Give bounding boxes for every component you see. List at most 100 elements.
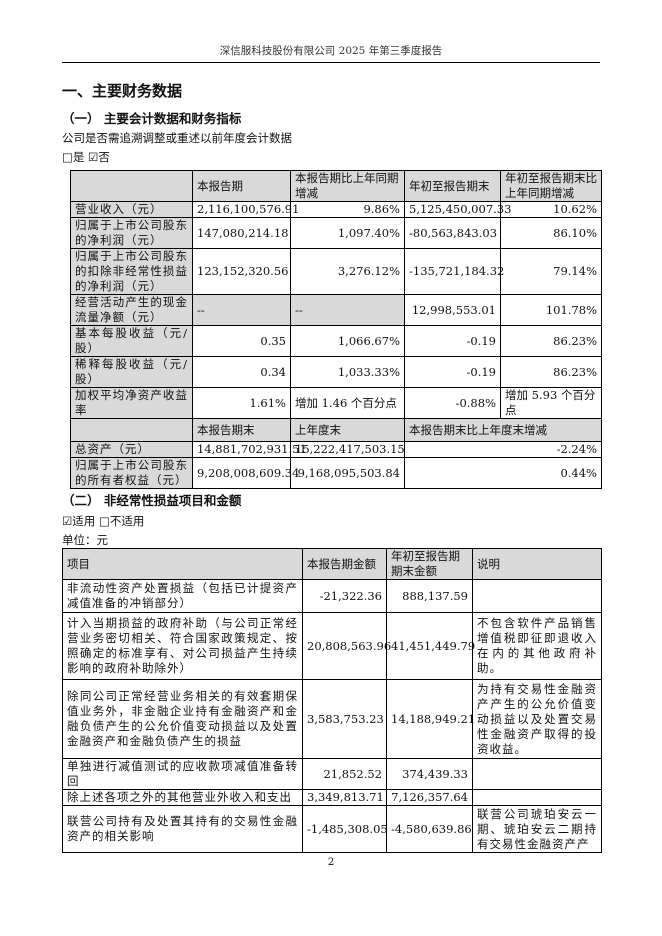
value-cell: 10.62% [500, 201, 602, 218]
row-label: 总资产（元） [70, 441, 193, 458]
table-row: 除同公司正常经营业务相关的有效套期保值业务外，非金融企业持有金融资产和金融负债产… [62, 679, 602, 759]
item-label: 联营公司持有及处置其持有的交易性金融资产的相关影响 [62, 805, 303, 853]
note: 不包含软件产品销售增值税即征即退收入在内的其他政府补助。 [472, 612, 602, 680]
column-header: 本报告期金额 [302, 548, 387, 580]
note [472, 758, 602, 790]
value-cell: 15,222,417,503.15 [290, 441, 405, 458]
table-row: 归属于上市公司股东的所有者权益（元） 9,208,008,609.34 9,168,… [70, 457, 602, 489]
value-cell: 2,116,100,576.91 [192, 201, 299, 218]
column-header: 说明 [472, 548, 602, 580]
value-cell: -0.19 [404, 325, 501, 357]
restatement-options: □是 ☑否 [62, 150, 110, 164]
value-cell: 1,066.67% [290, 325, 405, 357]
section-title: 一、主要财务数据 [62, 82, 183, 100]
table-row: 经营活动产生的现金流量净额（元） -- -- 12,998,553.01 101.78% [70, 294, 602, 326]
value-cell: 1,097.40% [290, 217, 405, 249]
period-amount: 3,349,813.71 [302, 789, 387, 806]
value-cell: 0.34 [192, 356, 291, 388]
value-cell: 79.14% [500, 248, 602, 295]
header-divider [62, 62, 600, 63]
item-label: 单独进行减值测试的应收款项减值准备转回 [62, 758, 303, 790]
subsection-title-2: （二） 非经常性损益项目和金额 [62, 493, 242, 508]
table-row: 归属于上市公司股东的扣除非经常性损益的净利润（元） 123,152,320.56 3… [70, 248, 602, 295]
table-row: 除上述各项之外的其他营业外收入和支出 3,349,813.71 7,126,357.… [62, 789, 602, 806]
column-header [70, 418, 193, 442]
period-amount: 20,808,563.96 [302, 612, 391, 680]
item-label: 除同公司正常经营业务相关的有效套期保值业务外，非金融企业持有金融资产和金融负债产… [62, 679, 303, 759]
value-cell: -135,721,184.32 [404, 248, 504, 295]
unit-label: 单位：元 [62, 533, 108, 547]
ytd-amount: 374,439.33 [386, 758, 473, 790]
column-header: 本报告期比上年同期增减 [290, 170, 405, 202]
column-header: 年初至报告期期末金额 [386, 548, 473, 580]
running-header: 深信服科技股份有限公司 2025 年第三季度报告 [219, 45, 443, 57]
column-header: 本报告期 [192, 170, 291, 202]
note [472, 579, 602, 613]
ytd-amount: -4,580,639.86 [386, 805, 473, 853]
period-amount: -1,485,308.05 [302, 805, 388, 853]
key-financial-table: 本报告期 本报告期比上年同期增减 年初至报告期末 年初至报告期末比上年同期增减 营业收入… [70, 170, 602, 489]
row-label: 经营活动产生的现金流量净额（元） [70, 294, 193, 326]
value-cell: 147,080,214.18 [192, 217, 291, 249]
value-cell: 12,998,553.01 [404, 294, 501, 326]
value-cell: 9,168,095,503.84 [290, 457, 405, 489]
row-label: 归属于上市公司股东的扣除非经常性损益的净利润（元） [70, 248, 193, 295]
value-cell: -- [290, 294, 405, 326]
column-header: 项目 [62, 548, 303, 580]
value-cell: -80,563,843.03 [404, 217, 501, 249]
table-header-row: 项目 本报告期金额 年初至报告期期末金额 说明 [62, 548, 602, 580]
value-cell: 增加 1.46 个百分点 [290, 387, 405, 419]
value-cell: 123,152,320.56 [192, 248, 291, 295]
row-label: 稀释每股收益（元/股） [70, 356, 193, 388]
value-cell: -- [192, 294, 291, 326]
value-cell: -0.88% [404, 387, 501, 419]
row-label: 归属于上市公司股东的所有者权益（元） [70, 457, 193, 489]
value-cell: 5,125,450,007.33 [404, 201, 511, 218]
table-row: 非流动性资产处置损益（包括已计提资产减值准备的冲销部分） -21,322.36 88… [62, 579, 602, 613]
item-label: 除上述各项之外的其他营业外收入和支出 [62, 789, 303, 806]
column-header: 年初至报告期末比上年同期增减 [500, 170, 602, 202]
table-header-row: 本报告期末 上年度末 本报告期末比上年度末增减 [70, 418, 602, 442]
column-header [70, 170, 193, 202]
table-row: 营业收入（元） 2,116,100,576.91 9.86% 5,125,450,00… [70, 201, 602, 218]
ytd-amount: 41,451,449.79 [386, 612, 475, 680]
column-header: 年初至报告期末 [404, 170, 501, 202]
value-cell: 14,881,702,931.51 [192, 441, 307, 458]
note [472, 789, 602, 806]
value-cell: 9.86% [290, 201, 405, 218]
value-cell: 3,276.12% [290, 248, 405, 295]
table-header-row: 本报告期 本报告期比上年同期增减 年初至报告期末 年初至报告期末比上年同期增减 [70, 170, 602, 202]
table-row: 归属于上市公司股东的净利润（元） 147,080,214.18 1,097.40% -… [70, 217, 602, 249]
table-row: 稀释每股收益（元/股） 0.34 1,033.33% -0.19 86.23% [70, 356, 602, 388]
non-recurring-items-table: 项目 本报告期金额 年初至报告期期末金额 说明 非流动性资产处置损益（包括已计提资产减值… [62, 548, 602, 853]
table-row: 单独进行减值测试的应收款项减值准备转回 21,852.52 374,439.33 [62, 758, 602, 790]
value-cell: 86.23% [500, 356, 602, 388]
value-cell: 101.78% [500, 294, 602, 326]
column-header: 本报告期末 [192, 418, 291, 442]
value-cell: 86.23% [500, 325, 602, 357]
subsection-title-1: （一） 主要会计数据和财务指标 [62, 111, 242, 126]
restatement-question: 公司是否需追溯调整或重述以前年度会计数据 [62, 131, 292, 145]
value-cell: 86.10% [500, 217, 602, 249]
column-header: 上年度末 [290, 418, 405, 442]
value-cell: 1.61% [192, 387, 291, 419]
ytd-amount: 7,126,357.64 [386, 789, 473, 806]
value-cell: 0.35 [192, 325, 291, 357]
note: 为持有交易性金融资产产生的公允价值变动损益以及处置交易性金融资产取得的投资收益。 [472, 679, 602, 759]
row-label: 营业收入（元） [70, 201, 193, 218]
row-label: 归属于上市公司股东的净利润（元） [70, 217, 193, 249]
item-label: 计入当期损益的政府补助（与公司正常经营业务密切相关、符合国家政策规定、按照确定的… [62, 612, 303, 680]
applicability-options: ☑适用 □不适用 [62, 514, 145, 528]
value-cell: 9,208,008,609.34 [192, 457, 299, 489]
period-amount: 3,583,753.23 [302, 679, 387, 759]
table-row: 联营公司持有及处置其持有的交易性金融资产的相关影响 -1,485,308.05 -4… [62, 805, 602, 853]
value-cell: 0.44% [404, 457, 602, 489]
value-cell: -0.19 [404, 356, 501, 388]
period-amount: 21,852.52 [302, 758, 387, 790]
column-header: 本报告期末比上年度末增减 [404, 418, 602, 442]
note: 联营公司琥珀安云一期、琥珀安云二期持有交易性金融资产产 [472, 805, 602, 853]
table-row: 计入当期损益的政府补助（与公司正常经营业务密切相关、符合国家政策规定、按照确定的… [62, 612, 602, 680]
table-row: 总资产（元） 14,881,702,931.51 15,222,417,503.15… [70, 441, 602, 458]
table-row: 基本每股收益（元/股） 0.35 1,066.67% -0.19 86.23% [70, 325, 602, 357]
